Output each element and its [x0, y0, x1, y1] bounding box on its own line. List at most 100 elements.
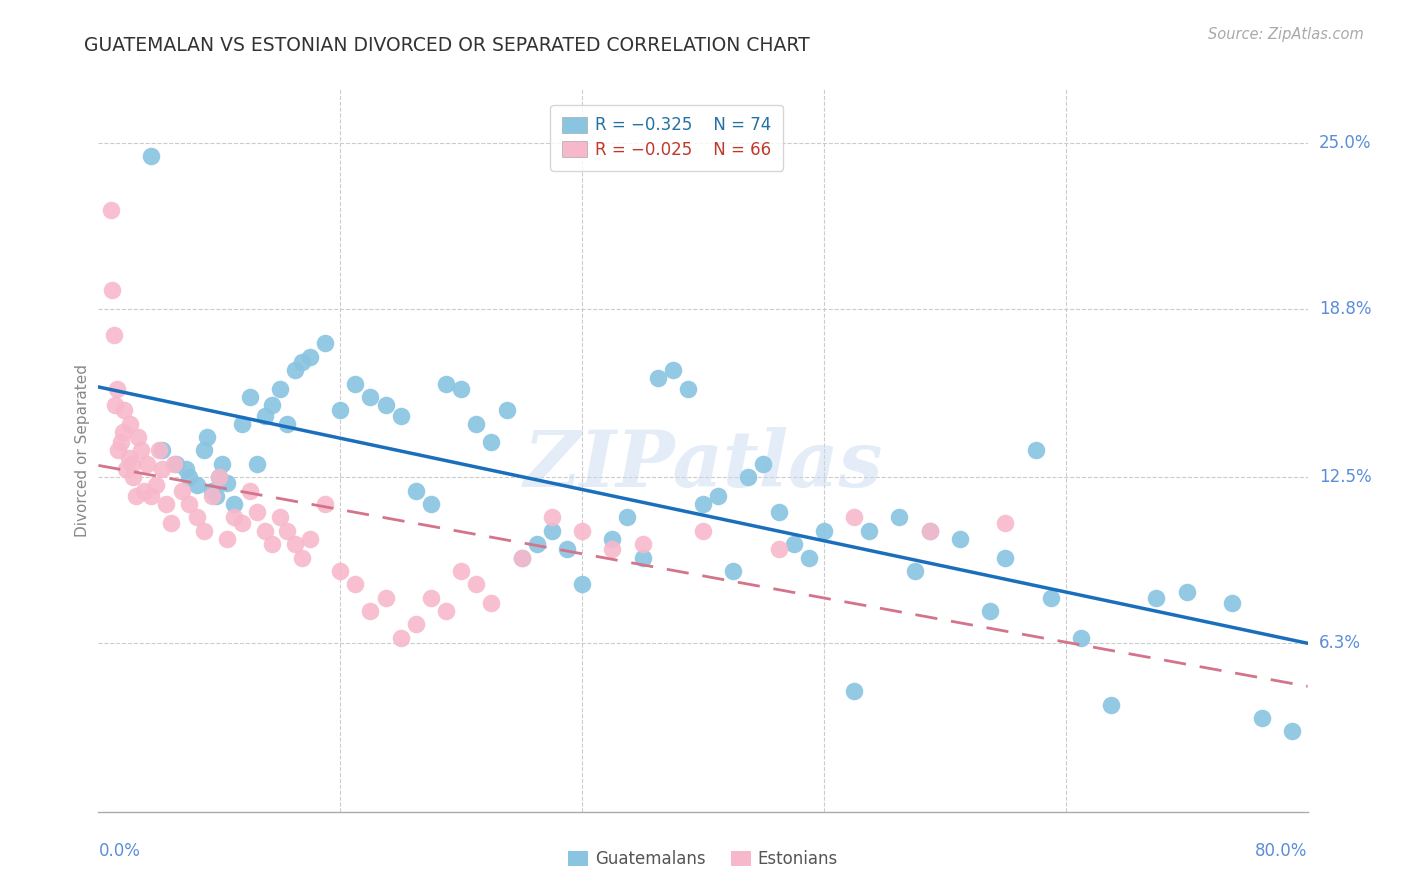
Text: 80.0%: 80.0% — [1256, 842, 1308, 860]
Point — [389, 631, 412, 645]
Point — [465, 417, 488, 431]
Point — [813, 524, 835, 538]
Point — [186, 478, 208, 492]
Point — [374, 398, 396, 412]
Point — [1070, 631, 1092, 645]
Point — [314, 336, 336, 351]
Text: 0.0%: 0.0% — [98, 842, 141, 860]
Point — [224, 510, 246, 524]
Point — [1146, 591, 1168, 605]
Point — [114, 462, 136, 476]
Point — [571, 577, 593, 591]
Point — [768, 505, 790, 519]
Point — [246, 505, 269, 519]
Text: ZIPatlas: ZIPatlas — [523, 426, 883, 503]
Point — [405, 483, 427, 498]
Point — [291, 355, 314, 369]
Point — [360, 390, 382, 404]
Text: 12.5%: 12.5% — [1319, 468, 1371, 486]
Point — [571, 524, 593, 538]
Point — [262, 398, 284, 412]
Point — [918, 524, 941, 538]
Point — [797, 550, 820, 565]
Point — [723, 564, 745, 578]
Point — [101, 283, 124, 297]
Point — [253, 524, 276, 538]
Point — [465, 577, 488, 591]
Point — [631, 537, 654, 551]
Point — [195, 430, 218, 444]
Point — [918, 524, 941, 538]
Point — [1039, 591, 1062, 605]
Point — [389, 409, 412, 423]
Point — [737, 470, 759, 484]
Point — [211, 457, 233, 471]
Point — [844, 684, 866, 698]
Point — [329, 403, 352, 417]
Point — [118, 451, 141, 466]
Point — [100, 202, 122, 217]
Point — [360, 604, 382, 618]
Point — [291, 550, 314, 565]
Point — [434, 376, 457, 391]
Point — [121, 457, 143, 471]
Point — [105, 382, 128, 396]
Point — [692, 497, 714, 511]
Point — [163, 457, 186, 471]
Point — [405, 617, 427, 632]
Point — [420, 497, 443, 511]
Point — [844, 510, 866, 524]
Point — [1175, 585, 1198, 599]
Point — [262, 537, 284, 551]
Point — [201, 483, 224, 498]
Point — [103, 328, 125, 343]
Point — [104, 398, 127, 412]
Point — [299, 350, 322, 364]
Point — [239, 483, 262, 498]
Point — [602, 532, 624, 546]
Point — [276, 524, 298, 538]
Point — [193, 524, 215, 538]
Point — [179, 470, 201, 484]
Point — [111, 425, 134, 439]
Point — [314, 497, 336, 511]
Point — [481, 596, 503, 610]
Point — [1220, 596, 1243, 610]
Text: 6.3%: 6.3% — [1319, 634, 1361, 652]
Point — [174, 462, 197, 476]
Point — [602, 542, 624, 557]
Y-axis label: Divorced or Separated: Divorced or Separated — [75, 364, 90, 537]
Point — [994, 516, 1017, 530]
Legend: Guatemalans, Estonians: Guatemalans, Estonians — [562, 844, 844, 875]
Point — [110, 435, 132, 450]
Point — [420, 591, 443, 605]
Point — [129, 443, 152, 458]
Point — [450, 564, 472, 578]
Point — [269, 382, 291, 396]
Point — [150, 462, 173, 476]
Point — [329, 564, 352, 578]
Point — [949, 532, 972, 546]
Point — [239, 390, 262, 404]
Point — [208, 470, 231, 484]
Point — [1281, 724, 1303, 739]
Point — [120, 417, 142, 431]
Point — [160, 516, 183, 530]
Point — [510, 550, 533, 565]
Point — [141, 489, 163, 503]
Point — [170, 483, 193, 498]
Point — [269, 510, 291, 524]
Text: GUATEMALAN VS ESTONIAN DIVORCED OR SEPARATED CORRELATION CHART: GUATEMALAN VS ESTONIAN DIVORCED OR SEPAR… — [84, 36, 810, 54]
Point — [299, 532, 322, 546]
Point — [1251, 711, 1274, 725]
Point — [145, 478, 167, 492]
Point — [510, 550, 533, 565]
Point — [127, 430, 149, 444]
Point — [434, 604, 457, 618]
Point — [125, 489, 148, 503]
Point — [979, 604, 1001, 618]
Point — [692, 524, 714, 538]
Point — [284, 537, 307, 551]
Point — [193, 443, 215, 458]
Point — [107, 443, 129, 458]
